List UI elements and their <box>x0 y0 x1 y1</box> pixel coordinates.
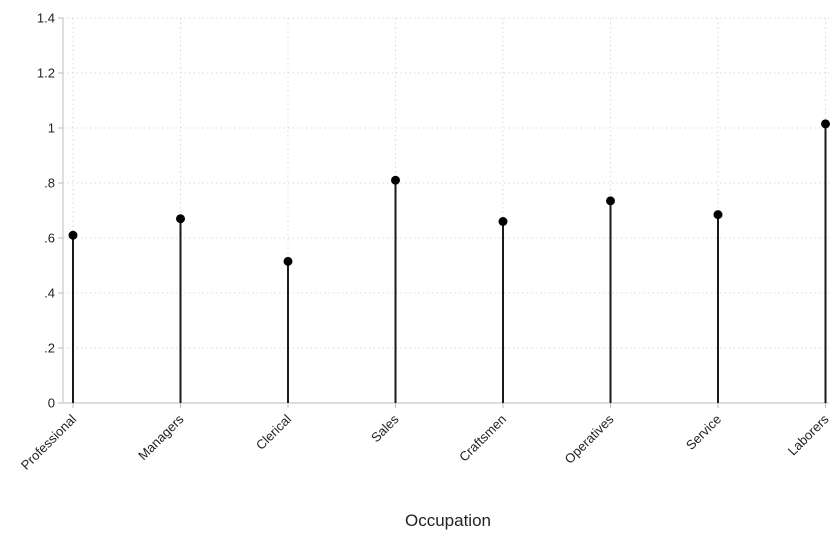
x-axis-title: Occupation <box>405 511 491 530</box>
x-tick-label: Professional <box>18 411 79 472</box>
marker-laborers <box>821 119 830 129</box>
data-marks <box>68 119 830 403</box>
marker-managers <box>176 214 185 224</box>
marker-craftsmen <box>498 217 508 226</box>
gridlines <box>63 17 829 403</box>
marker-service <box>713 210 723 220</box>
x-tick-label: Craftsmen <box>456 412 509 465</box>
x-tick-label: Sales <box>368 411 402 445</box>
marker-professional <box>68 230 78 240</box>
x-tick-label: Laborers <box>785 411 831 458</box>
y-tick-label: 1 <box>48 121 55 136</box>
y-tick-label: .6 <box>44 231 55 246</box>
y-tick-label: .4 <box>44 286 55 301</box>
marker-clerical <box>283 256 293 266</box>
y-tick-label: 0 <box>48 396 55 411</box>
x-tick-label: Service <box>683 412 724 453</box>
y-tick-label: 1.4 <box>37 11 55 26</box>
y-tick-label: .8 <box>44 176 55 191</box>
y-tick-label: 1.2 <box>37 66 55 81</box>
marker-sales <box>391 175 400 185</box>
x-tick-label: Managers <box>135 411 187 463</box>
y-tick-label: .2 <box>44 341 55 356</box>
x-tick-label: Clerical <box>253 411 294 452</box>
x-tick-label: Operatives <box>562 411 617 466</box>
axes <box>58 17 829 408</box>
marker-operatives <box>606 196 615 206</box>
